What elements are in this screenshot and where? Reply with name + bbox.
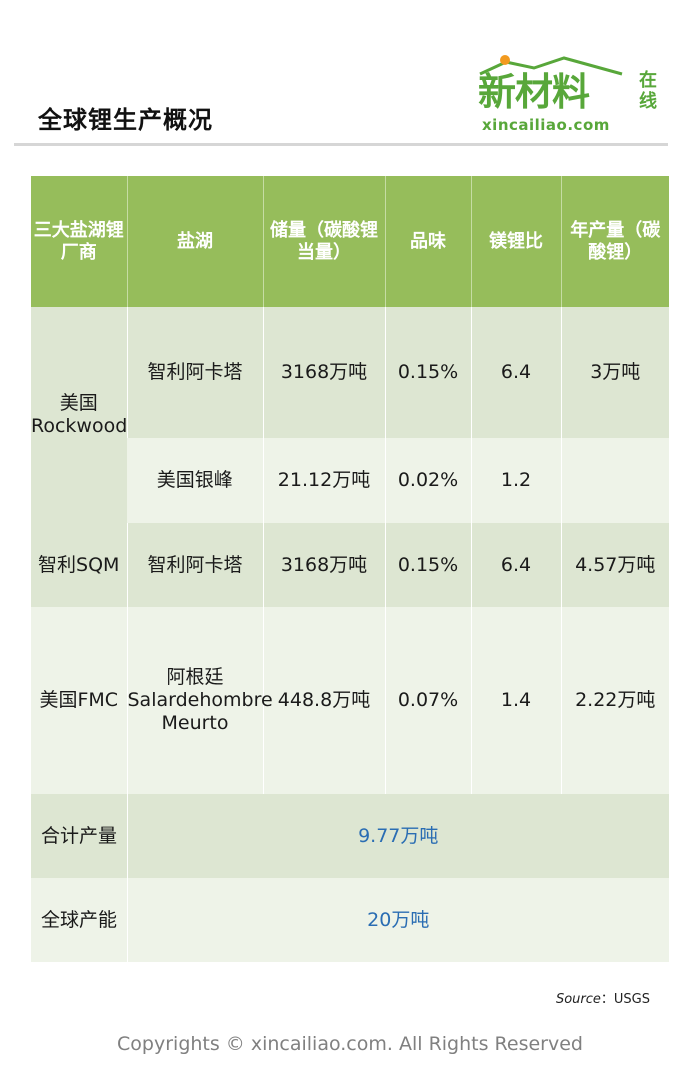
lake-cell: 美国银峰 [127,438,263,523]
reserve-cell: 448.8万吨 [262,607,385,794]
lake-cell: 阿根廷Salardehombre Meurto [126,607,273,794]
title-divider [14,143,668,146]
total-value: 9.77万吨 [126,794,669,878]
mg-li-cell: 6.4 [470,523,561,607]
table-row: 美国Rockwood 智利阿卡塔 3168万吨 0.15% 6.4 3万吨 [31,307,669,523]
header-output: 年产量（碳酸锂） [560,176,669,307]
source-value: USGS [613,992,650,1007]
source-label: Source [555,992,601,1007]
logo-main-text: 新材料 [478,70,590,114]
source-note: Source：USGS [556,988,650,1007]
total-label: 全球产能 [31,878,127,962]
logo-dot-icon [500,55,510,65]
header-mg-li: 镁锂比 [470,176,561,307]
lake-cell: 智利阿卡塔 [126,523,263,607]
output-cell: 4.57万吨 [560,523,669,607]
reserve-cell: 21.12万吨 [262,438,385,523]
lake-cell: 智利阿卡塔 [126,307,263,438]
table-header-row: 三大盐湖锂厂商 盐湖 储量（碳酸锂当量） 品味 镁锂比 年产量（碳酸锂） [31,176,669,307]
grade-cell: 0.15% [384,523,471,607]
header-company: 三大盐湖锂厂商 [31,176,127,307]
reserve-cell: 3168万吨 [262,523,385,607]
brand-logo: 新材料 在线 xincailiao.com [476,52,672,138]
total-value: 20万吨 [126,878,669,962]
header-grade: 品味 [384,176,471,307]
mg-li-cell: 1.2 [470,438,561,523]
grade-cell: 0.07% [384,607,471,794]
logo-side-text: 在线 [639,70,657,112]
total-row: 全球产能 20万吨 [31,878,669,962]
copyright-footer: Copyrights © xincailiao.com. All Rights … [117,1033,583,1055]
header-lake: 盐湖 [126,176,263,307]
mg-li-cell: 1.4 [470,607,561,794]
table-row: 美国银峰 21.12万吨 0.02% 1.2 [31,438,669,523]
grade-cell: 0.15% [384,307,471,438]
total-row: 合计产量 9.77万吨 [31,794,669,878]
table-row: 美国FMC 阿根廷Salardehombre Meurto 448.8万吨 0.… [31,607,669,794]
grade-cell: 0.02% [384,438,471,523]
output-cell: 3万吨 [560,307,669,438]
table-row: 智利SQM 智利阿卡塔 3168万吨 0.15% 6.4 4.57万吨 [31,523,669,607]
source-separator: ： [600,992,614,1007]
total-label: 合计产量 [31,794,127,878]
output-cell [560,438,669,523]
logo-domain: xincailiao.com [482,116,610,134]
lithium-table: 三大盐湖锂厂商 盐湖 储量（碳酸锂当量） 品味 镁锂比 年产量（碳酸锂） 美国R… [31,176,669,962]
company-cell: 智利SQM [31,523,127,607]
company-cell: 美国FMC [31,607,127,794]
roof-icon [479,56,623,76]
page-title: 全球锂生产概况 [38,106,213,134]
company-cell: 美国Rockwood [31,307,127,523]
mg-li-cell: 6.4 [470,307,561,438]
header-reserve: 储量（碳酸锂当量） [262,176,385,307]
output-cell: 2.22万吨 [560,607,669,794]
reserve-cell: 3168万吨 [262,307,385,438]
